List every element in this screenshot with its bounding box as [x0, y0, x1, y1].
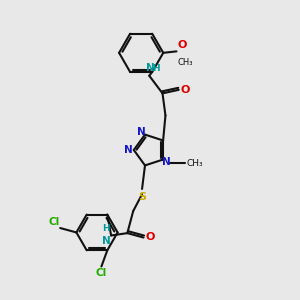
Text: O: O — [181, 85, 190, 95]
Text: O: O — [178, 40, 187, 50]
Text: Cl: Cl — [48, 217, 59, 226]
Text: H: H — [152, 64, 160, 73]
Text: CH₃: CH₃ — [178, 58, 193, 67]
Text: O: O — [145, 232, 155, 242]
Text: N: N — [146, 63, 155, 73]
Text: N: N — [137, 127, 146, 137]
Text: S: S — [138, 193, 146, 202]
Text: N: N — [124, 145, 133, 155]
Text: N: N — [162, 157, 170, 167]
Text: CH₃: CH₃ — [186, 159, 203, 168]
Text: N: N — [102, 236, 110, 246]
Text: H: H — [102, 224, 110, 232]
Text: Cl: Cl — [96, 268, 107, 278]
